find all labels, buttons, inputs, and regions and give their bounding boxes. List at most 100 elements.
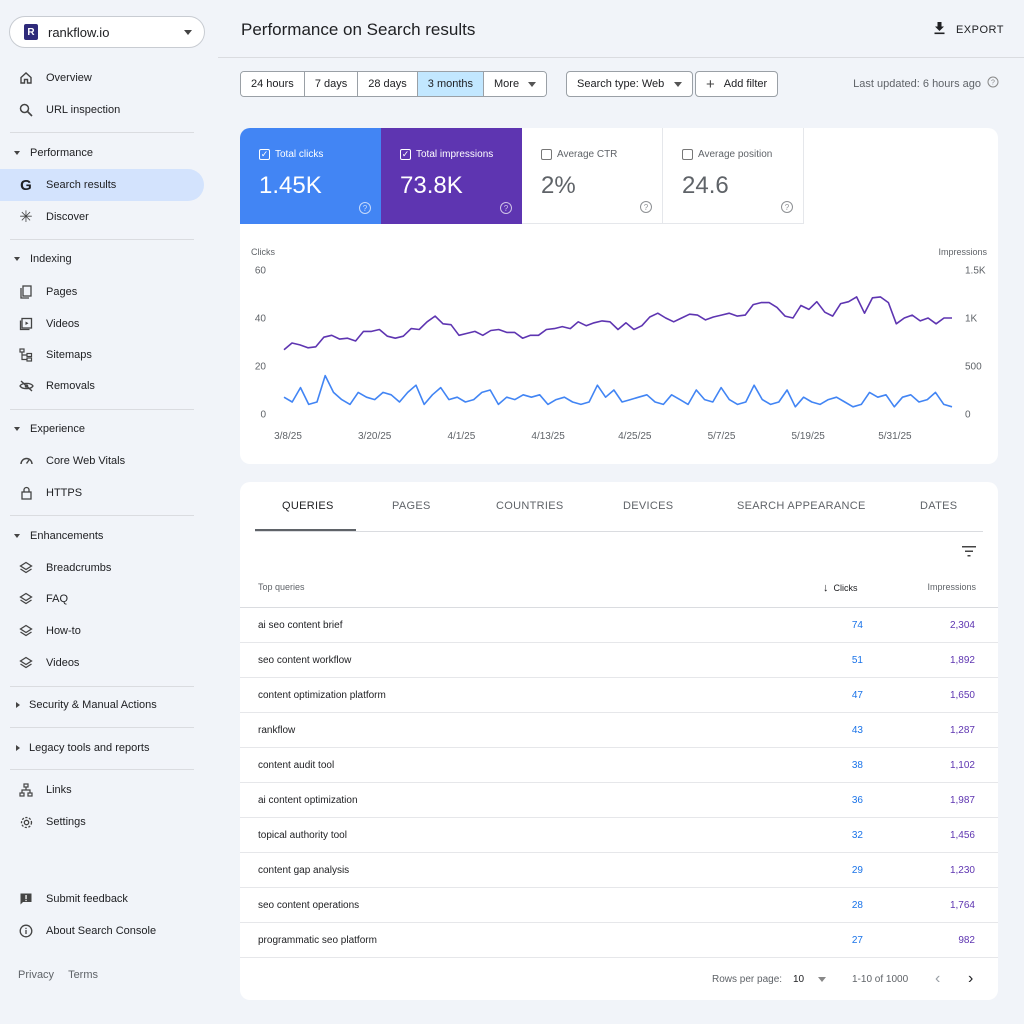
help-icon[interactable]: ? (987, 76, 999, 91)
add-filter-button[interactable]: + Add filter (695, 71, 779, 97)
help-icon[interactable]: ? (781, 201, 793, 213)
table-row[interactable]: topical authority tool 32 1,456 (240, 818, 998, 853)
sidebar-item-pages[interactable]: Pages (0, 276, 204, 308)
filter-rows-icon[interactable] (962, 544, 976, 562)
table-row[interactable]: rankflow 43 1,287 (240, 713, 998, 748)
table-row[interactable]: ai seo content brief 74 2,304 (240, 608, 998, 643)
table-row[interactable]: ai content optimization 36 1,987 (240, 783, 998, 818)
table-row[interactable]: seo content operations 28 1,764 (240, 888, 998, 923)
nav-section-security[interactable]: Security & Manual Actions (0, 693, 204, 717)
divider (10, 239, 194, 240)
section-label: Experience (30, 423, 86, 435)
property-selector[interactable]: R rankflow.io (9, 16, 205, 48)
checkbox-unchecked-icon[interactable] (682, 149, 693, 160)
sidebar-item-faq[interactable]: FAQ (0, 583, 204, 615)
column-header-impressions[interactable]: Impressions (927, 582, 976, 592)
table-row[interactable]: seo content workflow 51 1,892 (240, 643, 998, 678)
tab-dates[interactable]: DATES (920, 500, 958, 512)
left-axis-tick-label: 60 (255, 266, 267, 277)
range-24-hours[interactable]: 24 hours (241, 72, 305, 96)
privacy-link[interactable]: Privacy (18, 969, 55, 981)
chevron-right-icon[interactable]: › (968, 970, 974, 987)
range-3-months[interactable]: 3 months (417, 72, 485, 96)
clicks-cell: 32 (851, 830, 863, 841)
sidebar-item-sitemaps[interactable]: Sitemaps (0, 339, 204, 371)
x-axis-tick-label: 4/1/25 (447, 431, 475, 442)
impressions-cell: 1,650 (949, 690, 975, 701)
tab-queries[interactable]: QUERIES (282, 500, 334, 512)
help-icon[interactable]: ? (500, 202, 512, 214)
query-cell: ai seo content brief (258, 620, 343, 631)
nav-section-legacy[interactable]: Legacy tools and reports (0, 736, 204, 760)
right-axis-tick-label: 1K (965, 314, 978, 325)
checkbox-checked-icon[interactable]: ✓ (259, 149, 270, 160)
table-row[interactable]: content optimization platform 47 1,650 (240, 678, 998, 713)
sidebar-item-label: Discover (46, 211, 89, 223)
range-7-days[interactable]: 7 days (304, 72, 359, 96)
search-type-dropdown[interactable]: Search type: Web (566, 71, 694, 97)
sidebar-item-links[interactable]: Links (0, 774, 204, 806)
table-row[interactable]: programmatic seo platform 27 982 (240, 923, 998, 958)
nav-section-experience[interactable]: Experience (0, 417, 204, 441)
date-range-segmented: 24 hours 7 days 28 days 3 months More (240, 71, 548, 97)
tab-pages[interactable]: PAGES (392, 500, 431, 512)
impressions-cell: 1,287 (949, 725, 975, 736)
rows-per-page-select[interactable]: 10 (793, 974, 827, 985)
sidebar-item-removals[interactable]: Removals (0, 370, 204, 402)
sidebar-item-url-inspection[interactable]: URL inspection (0, 94, 204, 126)
impressions-cell: 1,102 (949, 760, 975, 771)
sidebar-item-core-web-vitals[interactable]: Core Web Vitals (0, 445, 204, 477)
table-row[interactable]: content gap analysis 29 1,230 (240, 853, 998, 888)
sidebar-item-label: About Search Console (46, 925, 157, 937)
sidebar-item-search-results[interactable]: G Search results (0, 169, 204, 201)
sidebar-item-settings[interactable]: Settings (0, 806, 204, 838)
checkbox-checked-icon[interactable]: ✓ (400, 149, 411, 160)
sidebar-item-label: Pages (46, 286, 78, 298)
metric-total-clicks[interactable]: ✓ Total clicks 1.45K ? (240, 128, 381, 224)
sidebar-item-label: Removals (46, 380, 95, 392)
sidebar-item-label: Submit feedback (46, 893, 128, 905)
sidebar-item-about[interactable]: About Search Console (0, 915, 204, 947)
chevron-left-icon[interactable]: ‹ (935, 970, 941, 987)
expand-icon (16, 745, 20, 751)
clicks-cell: 38 (851, 760, 863, 771)
feedback-icon (18, 891, 34, 907)
sidebar-item-breadcrumbs[interactable]: Breadcrumbs (0, 552, 204, 584)
nav-section-performance[interactable]: Performance (0, 141, 204, 165)
nav-section-indexing[interactable]: Indexing (0, 247, 204, 271)
series-line-impressions (283, 296, 952, 351)
sidebar-item-videos[interactable]: Videos (0, 308, 204, 340)
range-more-dropdown[interactable]: More (484, 72, 547, 96)
sidebar-item-https[interactable]: HTTPS (0, 477, 204, 509)
export-button[interactable]: EXPORT (933, 21, 1004, 38)
table-row[interactable]: content audit tool 38 1,102 (240, 748, 998, 783)
search-icon (18, 102, 34, 118)
help-icon[interactable]: ? (640, 201, 652, 213)
sidebar-item-videos-enhancement[interactable]: Videos (0, 647, 204, 679)
nav-section-enhancements[interactable]: Enhancements (0, 524, 204, 548)
metric-average-position[interactable]: Average position 24.6 ? (663, 128, 804, 224)
left-axis-label: Clicks (251, 247, 275, 257)
metric-average-ctr[interactable]: Average CTR 2% ? (522, 128, 663, 224)
column-header-clicks[interactable]: ↓ Clicks (823, 582, 858, 594)
tab-search-appearance[interactable]: SEARCH APPEARANCE (737, 500, 866, 512)
tab-countries[interactable]: COUNTRIES (496, 500, 564, 512)
divider (10, 686, 194, 687)
chevron-down-icon (528, 81, 537, 87)
sidebar-item-how-to[interactable]: How-to (0, 615, 204, 647)
range-28-days[interactable]: 28 days (358, 72, 418, 96)
help-icon[interactable]: ? (359, 202, 371, 214)
sidebar-item-submit-feedback[interactable]: Submit feedback (0, 883, 204, 915)
metric-value: 24.6 (682, 172, 729, 199)
sidebar-item-overview[interactable]: Overview (0, 62, 204, 94)
clicks-cell: 51 (851, 655, 863, 666)
metric-total-impressions[interactable]: ✓ Total impressions 73.8K ? (381, 128, 522, 224)
checkbox-unchecked-icon[interactable] (541, 149, 552, 160)
metric-tiles: ✓ Total clicks 1.45K ? ✓ Total impressions… (240, 128, 804, 224)
tab-devices[interactable]: DEVICES (623, 500, 674, 512)
terms-link[interactable]: Terms (68, 969, 99, 981)
right-axis-label: Impressions (938, 247, 987, 257)
plus-icon: + (706, 75, 715, 93)
sidebar-item-discover[interactable]: ✳ Discover (0, 201, 204, 233)
query-cell: rankflow (258, 725, 296, 736)
